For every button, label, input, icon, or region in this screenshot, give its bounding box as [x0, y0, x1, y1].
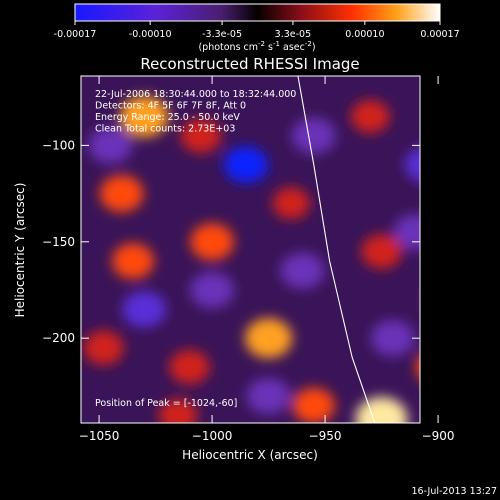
colorbar [74, 3, 441, 22]
heatmap-hot-spot [416, 356, 420, 378]
x-tick-label: −950 [309, 429, 342, 443]
heatmap-hot-spot [190, 223, 234, 261]
plot-frame [80, 75, 421, 424]
colorbar-unit-label: (photons cm-2 s-1 asec-2) [198, 40, 315, 53]
colorbar-tick-label: -3.3e-05 [202, 29, 242, 40]
chart-title: Reconstructed RHESSI Image [140, 55, 359, 73]
heatmap-hot-spot [111, 243, 155, 279]
colorbar-tick-label: -0.00010 [129, 29, 172, 40]
heatmap-cold-spot [370, 320, 415, 357]
footer-timestamp: 16-Jul-2013 13:27 [411, 486, 497, 497]
x-axis-label: Heliocentric X (arcsec) [182, 448, 318, 462]
info-line: 22-Jul-2006 18:30:44.000 to 18:32:44.000 [95, 89, 296, 100]
heatmap-hot-spot [83, 330, 124, 366]
info-line: Clean Total counts: 2.73E+03 [95, 124, 235, 135]
colorbar-tick-label: -0.00017 [54, 29, 97, 40]
heatmap-area [81, 76, 479, 423]
heatmap-hot-spot [158, 398, 198, 423]
colorbar-tick-label: 0.00010 [345, 29, 384, 40]
heatmap-cold-spot [223, 146, 268, 183]
heatmap-cold-spot [246, 378, 291, 415]
colorbar-tick-label: 0.00017 [420, 29, 459, 40]
y-axis-label: Heliocentric Y (arcsec) [13, 183, 27, 318]
info-line: Energy Range: 25.0 - 50.0 keV [95, 112, 240, 123]
heatmap-cold-spot [190, 271, 235, 308]
heatmap-hot-spot [292, 387, 335, 423]
heatmap-cold-spot [88, 127, 133, 164]
y-tick-label: −150 [42, 235, 75, 249]
heatmap-hot-spot [355, 397, 408, 423]
heatmap-cold-spot [280, 252, 325, 289]
heatmap-hot-spot [361, 234, 402, 269]
heatmap-hot-spot [245, 318, 293, 359]
y-tick-label: −200 [42, 331, 75, 345]
limb-curve [297, 76, 376, 423]
heatmap-hot-spot [180, 118, 222, 153]
x-tick-label: −900 [422, 429, 455, 443]
heatmap-blobs [83, 95, 479, 423]
heatmap-hot-spot [99, 174, 144, 213]
axes: −1050 −1000 −950 −900 −100 −150 −200 [42, 76, 455, 443]
heatmap-hot-spot [119, 95, 169, 138]
heatmap-cold-spot [404, 147, 420, 182]
heatmap-cold-spot [393, 214, 420, 251]
x-tick-label: −1000 [192, 429, 233, 443]
heatmap-hot-spot [350, 99, 390, 133]
colorbar-tick-label: 3.3e-05 [275, 29, 311, 40]
heatmap-hot-spot [169, 349, 210, 385]
heatmap-hot-spot [429, 278, 479, 321]
info-text: 22-Jul-2006 18:30:44.000 to 18:32:44.000… [95, 89, 296, 135]
colorbar-ticks: -0.00017 -0.00010 -3.3e-05 3.3e-05 0.00010 0.… [54, 21, 460, 40]
heatmap-hot-spot [272, 187, 310, 220]
peak-position-label: Position of Peak = [-1024,-60] [95, 398, 237, 409]
heatmap-cold-spot [122, 291, 167, 328]
info-line: Detectors: 4F 5F 6F 7F 8F, Att 0 [95, 101, 246, 112]
x-tick-label: −1050 [79, 429, 120, 443]
heatmap-cold-spot [291, 117, 336, 154]
y-tick-label: −100 [42, 138, 75, 152]
